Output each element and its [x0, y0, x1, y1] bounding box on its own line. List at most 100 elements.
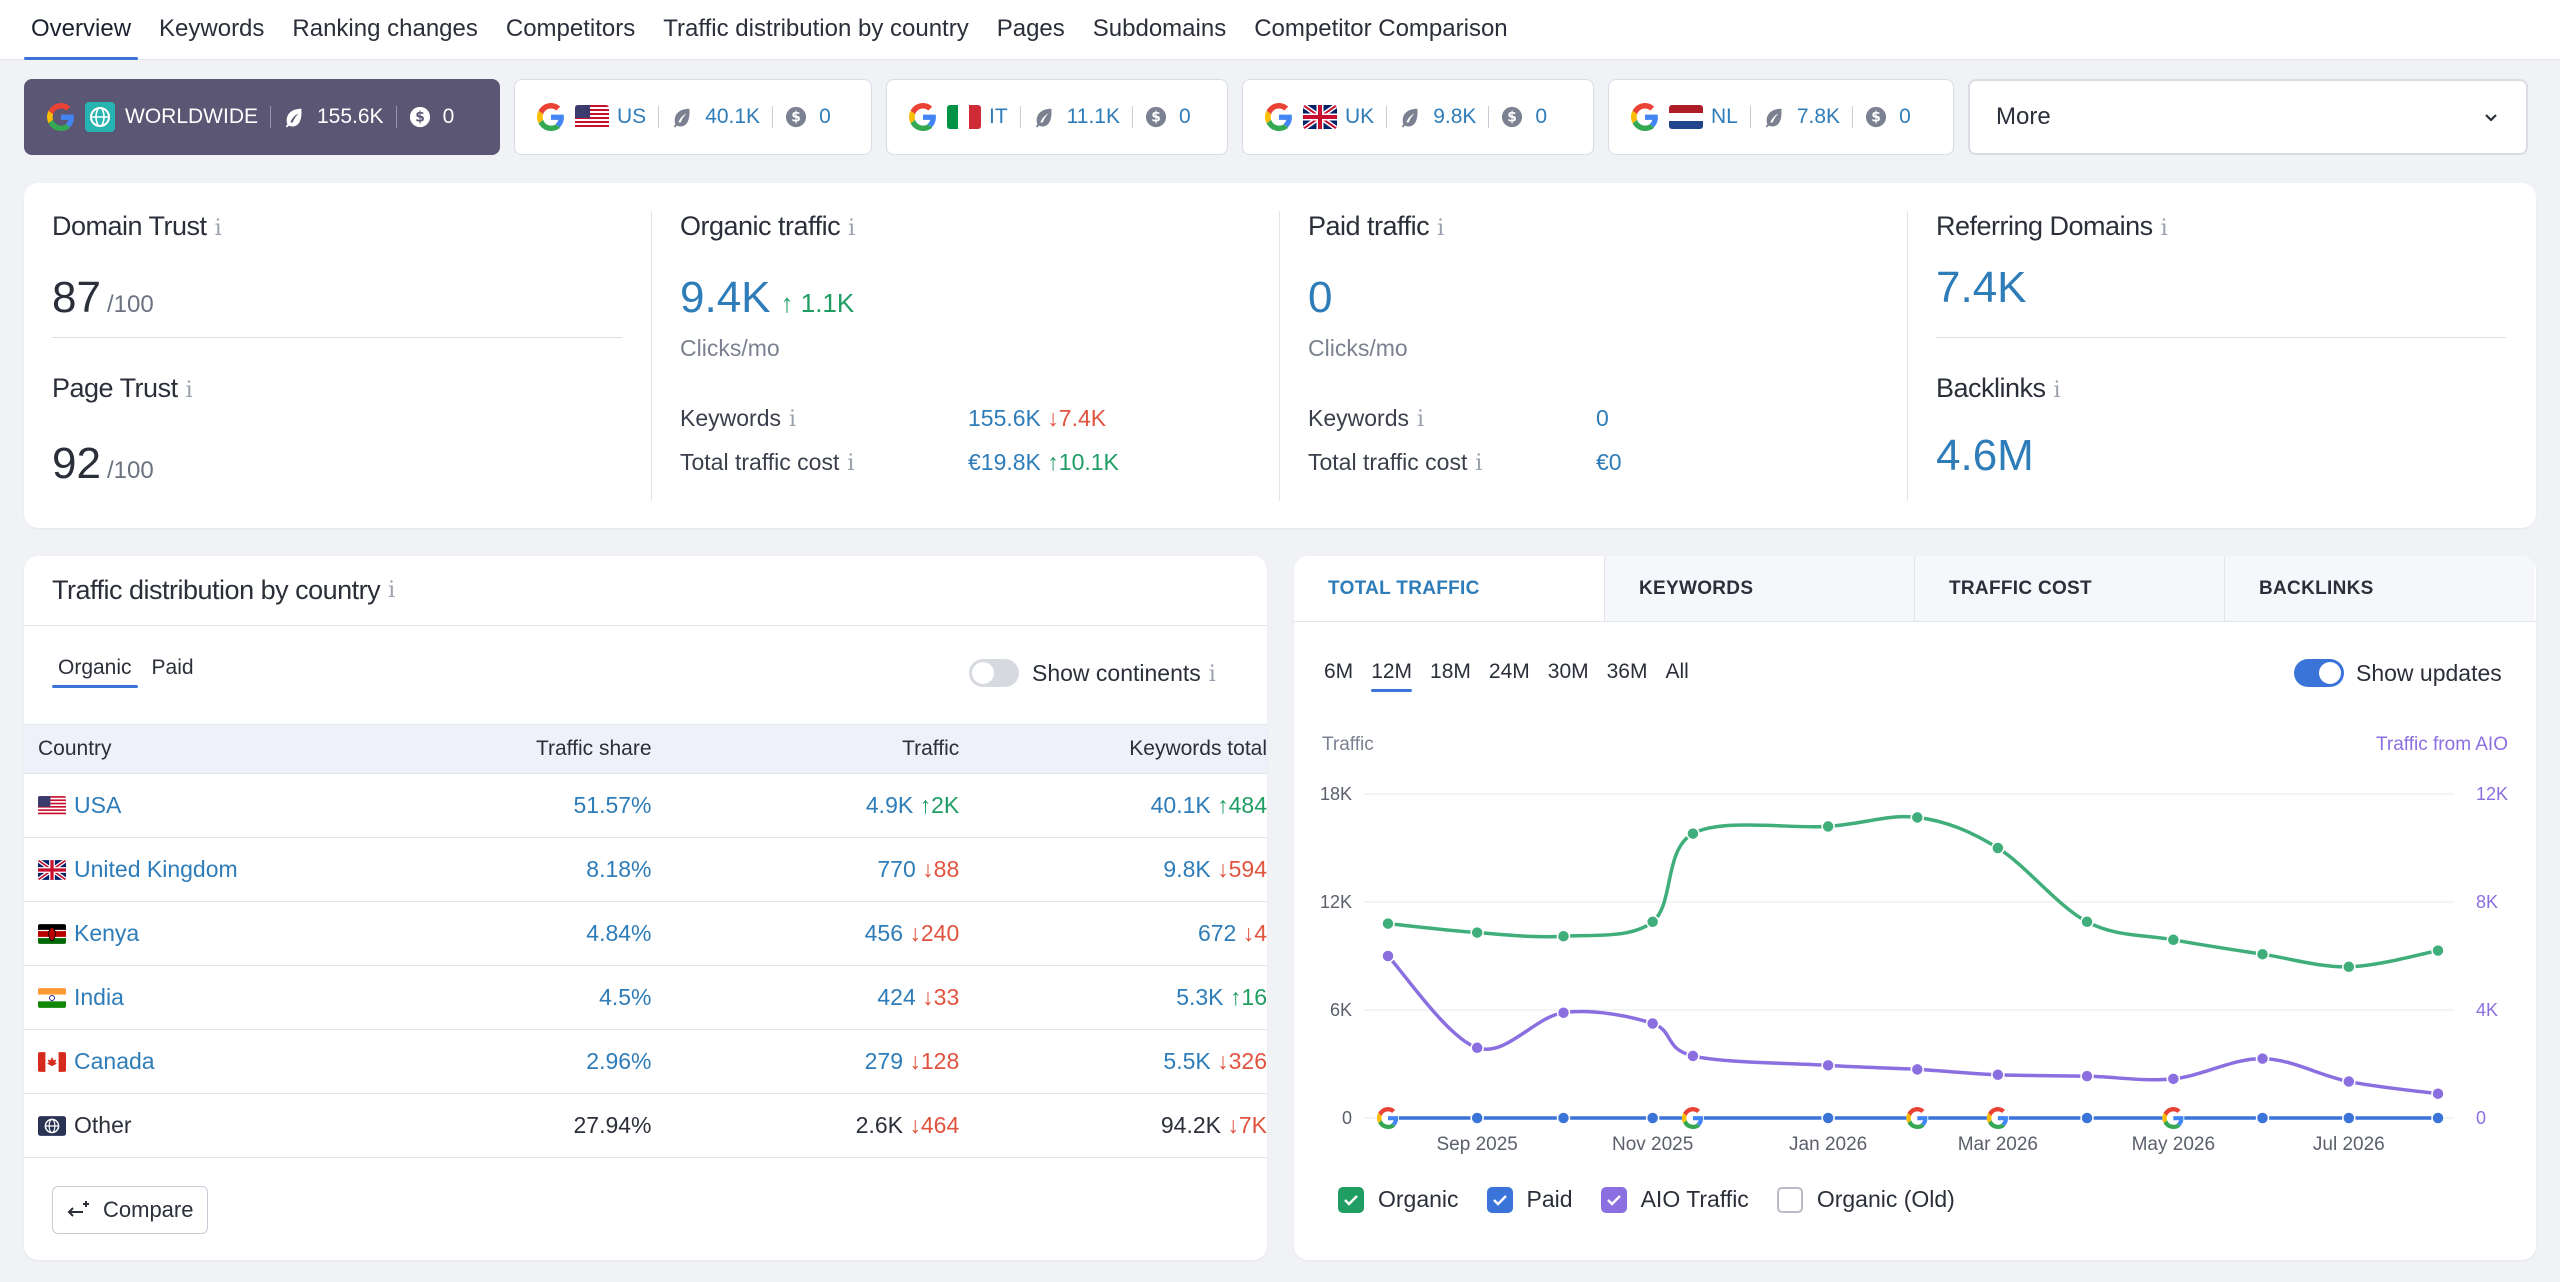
show-updates-toggle[interactable]: [2294, 659, 2344, 687]
metrics-card: Domain Trust i 87/100 Page Trust i 92/100 …: [24, 183, 2536, 528]
kenya-flag-icon: [38, 923, 66, 944]
info-icon[interactable]: i: [2160, 216, 2168, 241]
traffic-share: 2.96%: [586, 1048, 652, 1074]
segment-organic[interactable]: Organic: [52, 656, 138, 688]
leaf-icon: [673, 108, 690, 128]
legend-aio-traffic[interactable]: AIO Traffic: [1600, 1186, 1749, 1213]
range-all[interactable]: All: [1665, 660, 1689, 683]
paid-traffic-title: Paid traffic i: [1308, 211, 1444, 241]
dollar-icon: $: [1145, 106, 1167, 128]
traffic-share: 51.57%: [573, 792, 652, 818]
tab-traffic-cost[interactable]: TRAFFIC COST: [1914, 556, 2224, 621]
referring-domains-value[interactable]: 7.4K: [1936, 263, 2027, 312]
range-36m[interactable]: 36M: [1606, 660, 1648, 683]
table-row: India 4.5% 424 ↓33 5.3K ↑16: [24, 966, 1267, 1030]
google-update-marker[interactable]: [1681, 1107, 1704, 1129]
organic-traffic-unit: Clicks/mo: [680, 335, 780, 361]
column-traffic-share[interactable]: Traffic share: [535, 737, 652, 760]
info-icon[interactable]: i: [847, 451, 855, 476]
column-keywords-total[interactable]: Keywords total: [1129, 737, 1267, 760]
paid-cost-label: Total traffic cost i: [1308, 449, 1483, 476]
region-chip-nl[interactable]: NL 7.8K $ 0: [1608, 79, 1954, 155]
column-traffic[interactable]: Traffic: [902, 737, 960, 760]
keywords-value[interactable]: 5.3K ↑16: [1176, 984, 1267, 1010]
range-18m[interactable]: 18M: [1430, 660, 1471, 683]
tab-total-traffic[interactable]: TOTAL TRAFFIC: [1294, 556, 1604, 621]
range-24m[interactable]: 24M: [1488, 660, 1530, 683]
checkbox[interactable]: [1486, 1186, 1513, 1213]
region-chip-uk[interactable]: UK 9.8K $ 0: [1242, 79, 1594, 155]
column-country[interactable]: Country: [38, 737, 112, 760]
info-icon[interactable]: i: [1208, 662, 1216, 687]
backlinks-value[interactable]: 4.6M: [1936, 431, 2034, 480]
tab-keywords[interactable]: Keywords: [159, 15, 265, 42]
region-label: UK: [1345, 105, 1375, 128]
organic-point: [1686, 826, 1700, 841]
region-chip-worldwide[interactable]: WORLDWIDE 155.6K $ 0: [24, 79, 500, 155]
info-icon[interactable]: i: [214, 216, 222, 241]
traffic-type-switch: Organic Paid: [52, 656, 208, 688]
keywords-value[interactable]: 40.1K ↑484: [1150, 792, 1267, 818]
traffic-value: 770 ↓88: [877, 856, 960, 882]
range-12m[interactable]: 12M: [1371, 660, 1412, 692]
region-label: US: [617, 105, 647, 128]
country-link[interactable]: India: [74, 984, 124, 1010]
domain-trust-value: 87/100: [52, 273, 154, 322]
info-icon[interactable]: i: [1437, 216, 1444, 241]
google-update-marker[interactable]: [2162, 1107, 2185, 1129]
google-update-marker[interactable]: [1906, 1107, 1929, 1129]
country-link[interactable]: USA: [74, 792, 122, 818]
tab-chart-keywords[interactable]: KEYWORDS: [1604, 556, 1914, 621]
traffic-distribution-card: Traffic distribution by country i Organic…: [24, 556, 1267, 1260]
legend-organic-old[interactable]: Organic (Old): [1776, 1186, 1955, 1213]
tab-overview[interactable]: Overview: [24, 15, 139, 60]
traffic-share: 8.18%: [586, 856, 652, 882]
leaf-icon: [1765, 108, 1782, 128]
tab-traffic-distribution[interactable]: Traffic distribution by country: [663, 15, 969, 42]
keywords-value[interactable]: 672 ↓4: [1197, 920, 1267, 946]
legend-organic[interactable]: Organic: [1338, 1186, 1459, 1213]
region-chip-it[interactable]: IT 11.1K $ 0: [886, 79, 1228, 155]
info-icon[interactable]: i: [1475, 451, 1483, 476]
info-icon[interactable]: i: [185, 378, 193, 403]
keywords-value[interactable]: 9.8K ↓594: [1163, 856, 1267, 882]
keywords-value[interactable]: 5.5K ↓326: [1163, 1048, 1267, 1074]
checkbox[interactable]: [1776, 1186, 1803, 1213]
leaf-icon: [1035, 108, 1052, 128]
range-6m[interactable]: 6M: [1324, 660, 1354, 683]
info-icon[interactable]: i: [388, 578, 396, 603]
info-icon[interactable]: i: [2053, 378, 2061, 403]
country-link[interactable]: Kenya: [74, 920, 140, 946]
google-update-marker[interactable]: [1377, 1107, 1399, 1129]
checkbox[interactable]: [1600, 1186, 1627, 1213]
legend-paid[interactable]: Paid: [1486, 1186, 1573, 1213]
more-regions-dropdown[interactable]: More: [1968, 79, 2528, 155]
tab-competitors[interactable]: Competitors: [505, 15, 636, 42]
tab-pages[interactable]: Pages: [996, 15, 1065, 42]
region-chip-us[interactable]: US 40.1K $ 0: [514, 79, 872, 155]
segment-paid[interactable]: Paid: [151, 656, 194, 679]
dollar-icon: $: [785, 106, 807, 128]
page-trust-title: Page Trust i: [52, 373, 193, 403]
checkbox[interactable]: [1338, 1186, 1364, 1213]
show-continents-toggle[interactable]: [969, 659, 1019, 687]
google-update-marker[interactable]: [1986, 1107, 2009, 1129]
domain-trust-title: Domain Trust i: [52, 211, 222, 241]
country-link[interactable]: Canada: [74, 1048, 155, 1074]
info-icon[interactable]: i: [788, 407, 797, 432]
uk-flag-icon: [38, 859, 66, 880]
tab-competitor-comparison[interactable]: Competitor Comparison: [1254, 15, 1508, 42]
region-cost: 0: [1899, 105, 1911, 128]
tab-backlinks[interactable]: BACKLINKS: [2224, 556, 2534, 621]
tab-ranking-changes[interactable]: Ranking changes: [292, 15, 478, 42]
paid-traffic-unit: Clicks/mo: [1308, 335, 1408, 361]
keywords-value: 94.2K ↓7K: [1160, 1112, 1267, 1138]
country-link[interactable]: United Kingdom: [74, 856, 238, 882]
info-icon[interactable]: i: [848, 216, 855, 241]
organic-keywords-value[interactable]: 155.6K ↓7.4K: [968, 405, 1107, 431]
info-icon[interactable]: i: [1416, 407, 1425, 432]
compare-button[interactable]: Compare: [52, 1186, 209, 1234]
range-30m[interactable]: 30M: [1547, 660, 1589, 683]
tab-subdomains[interactable]: Subdomains: [1092, 15, 1227, 42]
paid-keywords-value[interactable]: 0: [1596, 405, 1609, 431]
